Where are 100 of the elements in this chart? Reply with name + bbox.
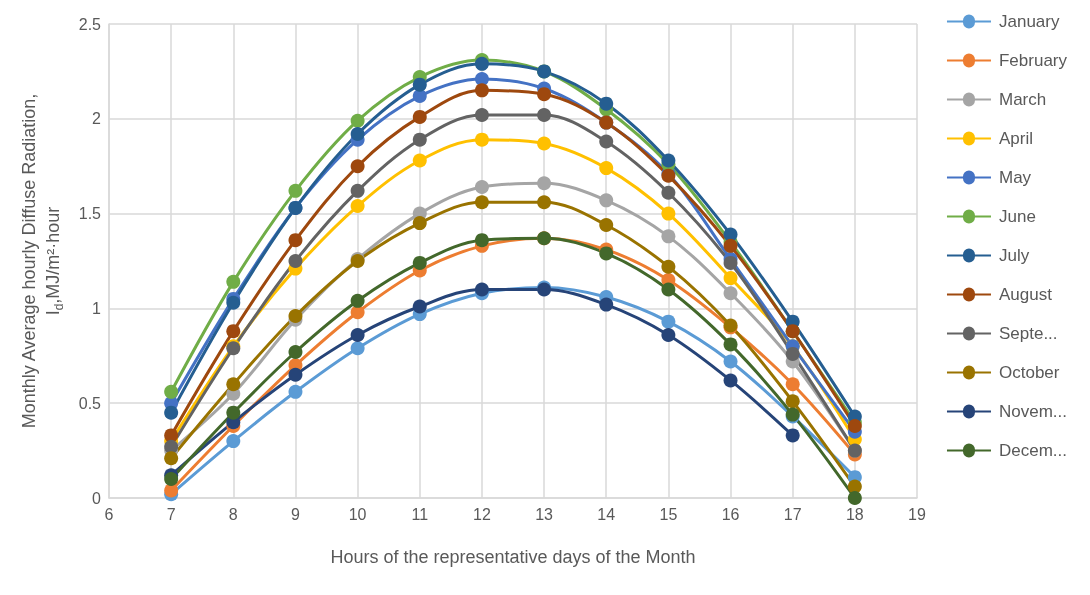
point <box>474 195 489 210</box>
point <box>164 405 179 420</box>
point <box>599 217 614 232</box>
point <box>537 87 552 102</box>
point <box>226 324 241 339</box>
point <box>350 159 365 174</box>
y-tick-label: 0 <box>92 489 102 507</box>
point <box>226 377 241 392</box>
point <box>723 354 738 369</box>
point <box>661 314 676 329</box>
legend-label: Septe... <box>998 324 1058 343</box>
point <box>288 233 303 248</box>
legend-label: January <box>998 12 1060 31</box>
point <box>412 153 427 168</box>
legend-label: Decem... <box>998 441 1068 460</box>
point <box>350 327 365 342</box>
point <box>537 136 552 151</box>
point <box>350 126 365 141</box>
point <box>350 341 365 356</box>
point <box>288 254 303 268</box>
point <box>226 274 241 289</box>
point <box>474 108 489 122</box>
point <box>474 233 489 248</box>
x-tick-label: 15 <box>659 505 678 523</box>
point <box>164 384 179 399</box>
x-tick-label: 13 <box>535 505 554 523</box>
y-tick-label: 2.5 <box>78 15 102 33</box>
legend-label: May <box>998 168 1032 187</box>
x-tick-label: 10 <box>348 505 367 523</box>
point <box>785 377 800 392</box>
point <box>661 153 676 168</box>
point <box>785 428 800 443</box>
point <box>288 367 303 382</box>
point <box>288 183 303 198</box>
x-tick-label: 11 <box>411 505 429 523</box>
x-tick-label: 9 <box>291 505 301 523</box>
y-tick-label: 2 <box>92 110 102 128</box>
legend-label: April <box>998 129 1033 148</box>
y-tick-label: 1.5 <box>78 205 102 223</box>
point <box>847 491 862 505</box>
point <box>350 199 365 214</box>
legend-label: Novem... <box>998 402 1068 421</box>
point <box>474 83 489 98</box>
point <box>599 96 614 111</box>
point <box>412 77 427 92</box>
point <box>599 246 614 261</box>
x-axis-title: Hours of the representative days of the Month <box>330 547 696 567</box>
point <box>474 282 489 297</box>
x-tick-label: 18 <box>845 505 864 523</box>
x-tick-label: 19 <box>908 505 926 523</box>
point <box>164 472 179 487</box>
point <box>661 259 676 274</box>
point <box>661 282 676 297</box>
point <box>412 109 427 124</box>
point <box>350 113 365 128</box>
x-tick-label: 17 <box>783 505 802 523</box>
point <box>785 394 800 409</box>
point <box>350 293 365 308</box>
legend-label: March <box>998 90 1047 109</box>
point <box>723 337 738 352</box>
point <box>412 255 427 270</box>
point <box>226 405 241 420</box>
y-tick-label: 0.5 <box>78 394 102 412</box>
point <box>723 271 738 286</box>
point <box>537 195 552 210</box>
point <box>164 451 179 466</box>
legend-label: August <box>998 285 1053 304</box>
legend-label: July <box>998 246 1030 265</box>
x-tick-label: 8 <box>228 505 238 523</box>
point <box>474 132 489 147</box>
x-tick-label: 12 <box>473 505 491 523</box>
point <box>288 308 303 323</box>
y-tick-label: 1 <box>92 299 102 317</box>
point <box>661 327 676 342</box>
x-tick-label: 7 <box>166 505 176 523</box>
legend-label: February <box>998 51 1068 70</box>
point <box>537 108 552 122</box>
point <box>723 286 738 301</box>
point <box>661 229 676 244</box>
point <box>412 299 427 314</box>
legend-label: October <box>998 363 1060 382</box>
point <box>226 434 241 449</box>
point <box>288 345 303 359</box>
point <box>599 134 614 149</box>
point <box>226 295 241 310</box>
x-tick-label: 14 <box>597 505 616 523</box>
point <box>412 89 427 104</box>
point <box>599 297 614 312</box>
point <box>599 161 614 176</box>
point <box>537 176 552 191</box>
point <box>350 183 365 198</box>
point <box>785 346 800 361</box>
point <box>661 206 676 221</box>
point <box>474 180 489 195</box>
x-tick-label: 16 <box>721 505 740 523</box>
x-tick-label: 6 <box>104 505 114 523</box>
legend-label: June <box>998 207 1036 226</box>
point <box>412 132 427 147</box>
point <box>723 373 738 388</box>
point <box>412 216 427 231</box>
